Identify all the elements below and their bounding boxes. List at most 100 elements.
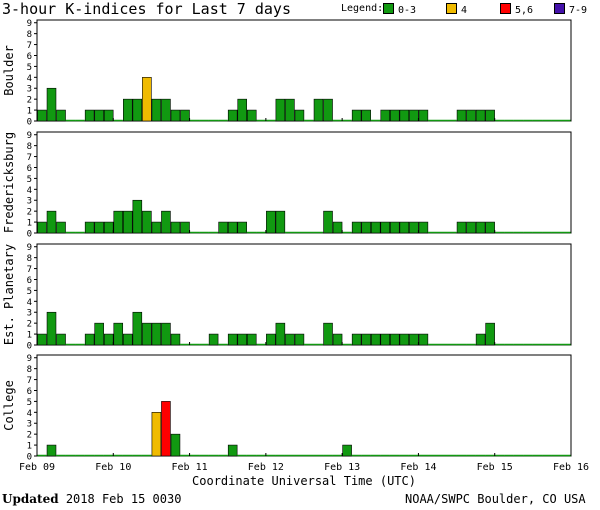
k-index-bar	[46, 311, 57, 346]
k-index-bar	[94, 221, 104, 234]
k-index-bar	[323, 322, 333, 346]
y-tick-label: 3	[27, 420, 32, 430]
x-tick-label: Feb 16	[553, 462, 589, 473]
y-tick-label: 7	[27, 153, 32, 163]
k-index-bar	[56, 221, 66, 234]
k-index-bar	[390, 109, 400, 122]
k-index-bar	[237, 98, 247, 122]
y-tick-label: 2	[27, 96, 32, 106]
y-tick-label: 5	[27, 63, 32, 73]
panel-station-label: College	[2, 380, 16, 431]
y-tick-label: 6	[27, 164, 32, 174]
k-index-bar	[390, 221, 400, 234]
updated-value: 2018 Feb 15 0030	[65, 492, 182, 506]
k-index-bar	[37, 333, 47, 346]
k-index-bar	[361, 333, 371, 346]
k-index-bar	[56, 109, 66, 122]
y-tick-label: 8	[27, 30, 32, 40]
k-index-bar	[103, 109, 114, 122]
k-index-bar	[142, 77, 152, 122]
y-tick-label: 1	[27, 107, 32, 117]
y-tick-label: 7	[27, 265, 32, 275]
k-index-bar	[161, 401, 171, 457]
k-index-bar	[380, 333, 391, 346]
y-tick-label: 9	[27, 19, 32, 29]
k-index-bar	[351, 109, 362, 122]
y-tick-label: 9	[27, 243, 32, 253]
k-index-bar	[361, 221, 371, 234]
k-index-bar	[132, 98, 143, 122]
k-index-bar	[332, 333, 343, 346]
k-index-bar	[170, 433, 181, 457]
legend-item-label: 4	[461, 5, 468, 16]
x-tick-label: Feb 11	[172, 462, 208, 473]
k-index-bar	[37, 221, 47, 234]
y-tick-label: 4	[27, 298, 32, 308]
y-tick-label: 3	[27, 197, 32, 207]
k-index-bar	[399, 333, 410, 346]
k-index-bar	[180, 221, 190, 234]
y-tick-label: 6	[27, 387, 32, 397]
k-index-bar	[466, 109, 476, 122]
legend-swatch-yellow	[446, 3, 457, 14]
legend-label: Legend:	[341, 3, 384, 14]
k-index-bar	[380, 221, 391, 234]
k-index-bar	[399, 221, 410, 234]
k-index-bar	[418, 221, 429, 234]
y-tick-label: 5	[27, 175, 32, 185]
k-index-bar	[266, 333, 276, 346]
y-tick-label: 9	[27, 354, 32, 364]
k-index-bar	[94, 109, 104, 122]
y-tick-label: 8	[27, 142, 32, 152]
k-index-bar	[294, 333, 305, 346]
y-tick-label: 1	[27, 442, 32, 452]
k-index-bar	[84, 109, 95, 122]
k-index-bar	[456, 109, 467, 122]
y-tick-label: 2	[27, 431, 32, 441]
x-tick-label: Feb 10	[95, 462, 131, 473]
x-tick-label: Feb 15	[477, 462, 513, 473]
x-tick-label: Feb 09	[19, 462, 55, 473]
k-index-bar	[351, 221, 362, 234]
x-tick-label: Feb 12	[248, 462, 284, 473]
k-index-bar	[399, 109, 410, 122]
k-index-bar	[132, 311, 143, 346]
y-tick-label: 3	[27, 309, 32, 319]
legend-swatch-green	[383, 3, 394, 14]
legend-item-4: 4	[446, 3, 467, 16]
y-tick-label: 9	[27, 131, 32, 141]
k-index-bar	[370, 333, 381, 346]
k-index-bar	[237, 333, 247, 346]
k-index-bar	[94, 322, 104, 346]
y-tick-label: 4	[27, 74, 32, 84]
y-tick-label: 4	[27, 409, 32, 419]
k-index-bar	[237, 221, 247, 234]
k-index-bar	[103, 333, 114, 346]
panel-station-label: Boulder	[2, 45, 16, 96]
k-index-bar	[113, 210, 124, 234]
k-index-bar	[113, 322, 124, 346]
updated-stamp: Updated 2018 Feb 15 0030	[2, 492, 181, 506]
legend-item-7-9: 7-9	[554, 3, 587, 16]
k-index-bar	[313, 98, 324, 122]
y-tick-label: 7	[27, 41, 32, 51]
k-index-bar	[46, 210, 57, 234]
panel-frame	[36, 354, 572, 457]
y-tick-label: 0	[27, 230, 32, 240]
k-index-bar	[123, 333, 133, 346]
k-index-bar	[123, 98, 133, 122]
k-index-bar	[409, 109, 419, 122]
k-index-bar	[275, 98, 286, 122]
k-index-bar	[409, 221, 419, 234]
k-index-bar	[275, 210, 286, 234]
y-tick-label: 6	[27, 52, 32, 62]
x-axis-label: Coordinate Universal Time (UTC)	[192, 474, 416, 488]
legend-item-5-6: 5,6	[500, 3, 533, 16]
y-tick-label: 1	[27, 331, 32, 341]
legend-swatch-red	[500, 3, 511, 14]
chart-title: 3-hour K-indices for Last 7 days	[2, 0, 291, 18]
k-index-bar	[466, 221, 476, 234]
legend-swatch-purple	[554, 3, 565, 14]
y-tick-label: 0	[27, 453, 32, 463]
x-tick-label: Feb 14	[400, 462, 436, 473]
